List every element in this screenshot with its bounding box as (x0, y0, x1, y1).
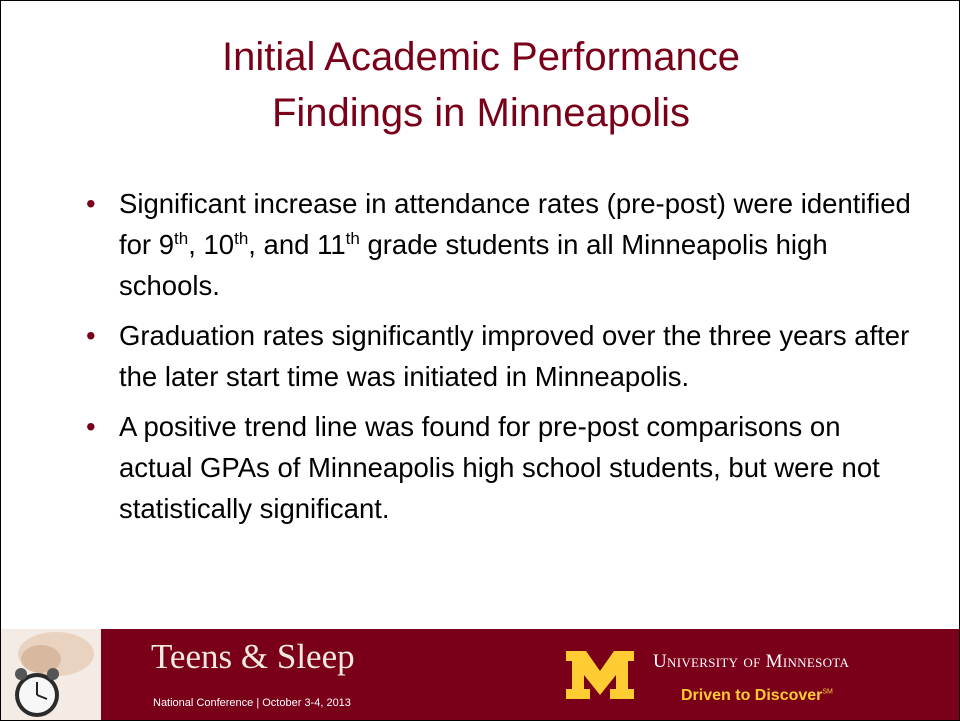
footer-photo (1, 629, 101, 720)
bullet: Graduation rates significantly improved … (86, 315, 916, 397)
motto-text: Driven to Discover (681, 687, 822, 704)
title-line: Findings in Minneapolis (61, 85, 901, 141)
bullet-text: Graduation rates significantly improved … (119, 320, 909, 392)
superscript: th (174, 229, 188, 248)
superscript: th (234, 229, 248, 248)
bullet: Significant increase in attendance rates… (86, 183, 916, 306)
title-line: Initial Academic Performance (61, 29, 901, 85)
conference: National Conference | October 3-4, 2013 (153, 697, 351, 709)
university-logo (566, 651, 634, 699)
motto: Driven to DiscoverSM (681, 687, 833, 705)
slide: Initial Academic PerformanceFindings in … (0, 0, 960, 721)
bullet: A positive trend line was found for pre-… (86, 406, 916, 529)
brand: Teens & Sleep (151, 637, 355, 677)
bullet-text: , and 11 (248, 229, 345, 260)
service-mark: SM (822, 689, 833, 696)
bullet-text: A positive trend line was found for pre-… (119, 411, 880, 524)
bullet-list: Significant increase in attendance rates… (86, 183, 916, 538)
university: University of Minnesota (653, 651, 849, 673)
footer: Teens & Sleep National Conference | Octo… (1, 629, 959, 720)
page: {"title": ["Initial Academic Performance… (0, 0, 960, 721)
superscript: th (346, 229, 360, 248)
bullet-text: , 10 (188, 229, 234, 260)
